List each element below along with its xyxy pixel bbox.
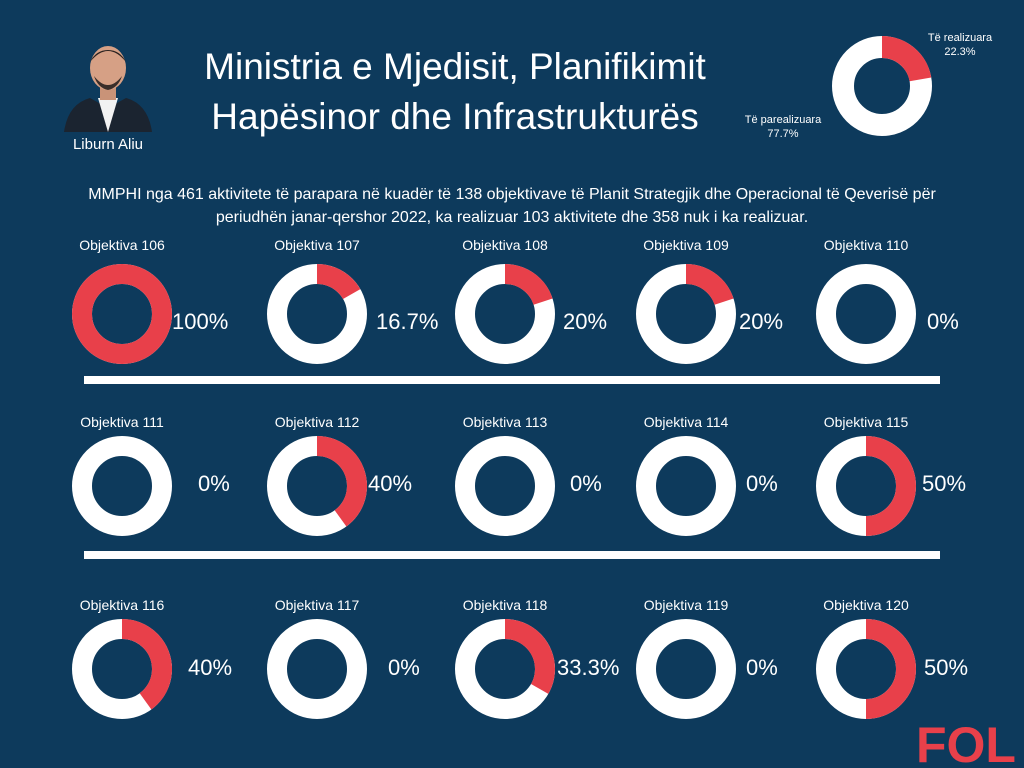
fol-logo-text: FOL	[916, 717, 1016, 768]
objective-donut-remaining-ring	[455, 436, 555, 536]
title-line-2: Hapësinor dhe Infrastrukturës	[211, 96, 699, 137]
summary-unrealized-name: Të parealizuara	[744, 114, 822, 126]
row-divider	[84, 551, 940, 559]
objective-donut-realized-segment	[865, 619, 916, 719]
summary-realized-label: Të realizuara 22.3%	[920, 31, 1000, 59]
objective-donut-realized-segment	[316, 436, 367, 527]
summary-unrealized-value: 77.7%	[767, 128, 799, 140]
objective-donut	[816, 619, 916, 719]
objective-percent: 0%	[388, 655, 420, 680]
objective-donut	[267, 264, 367, 364]
objective-title: Objektiva 115	[823, 414, 909, 430]
objective-donut-realized-segment	[316, 264, 361, 300]
objective-percent: 20%	[739, 309, 784, 334]
summary-realized-value: 22.3%	[944, 46, 976, 58]
summary-line-1: MMPHI nga 461 aktivitete të parapara në …	[88, 186, 936, 203]
fol-logo: FOL	[916, 717, 1016, 768]
objective-donut-realized-segment	[121, 619, 172, 710]
objective-donut	[816, 264, 916, 364]
objective-title: Objektiva 116	[79, 597, 165, 613]
objective-percent: 33.3%	[557, 655, 620, 680]
avatar	[60, 38, 156, 132]
objective-percent: 50%	[922, 471, 967, 496]
row-divider	[84, 376, 940, 384]
objective-title: Objektiva 108	[462, 237, 548, 253]
objective-donut	[455, 436, 555, 536]
objective-donut	[72, 264, 172, 364]
objective-percent: 0%	[927, 309, 959, 334]
objective-donut-remaining-ring	[816, 264, 916, 364]
objective-donut-realized-segment	[72, 264, 172, 364]
summary-realized-name: Të realizuara	[927, 32, 993, 44]
objective-title: Objektiva 117	[274, 597, 360, 613]
objective-title: Objektiva 106	[79, 237, 165, 253]
summary-donut-realized-segment	[881, 36, 932, 82]
objective-title: Objektiva 107	[274, 237, 360, 253]
objective-title: Objektiva 120	[823, 597, 909, 613]
objective-percent: 50%	[924, 655, 969, 680]
objective-title: Objektiva 113	[462, 414, 548, 430]
objective-donut	[636, 619, 736, 719]
summary-donut	[832, 36, 932, 136]
objective-title: Objektiva 118	[462, 597, 548, 613]
objective-donut-realized-segment	[865, 436, 916, 536]
objective-donut-remaining-ring	[72, 436, 172, 536]
person-name: Liburn Aliu	[72, 136, 144, 153]
objective-title: Objektiva 119	[643, 597, 729, 613]
objective-title: Objektiva 111	[80, 414, 164, 430]
summary-line-2: periudhën janar-qershor 2022, ka realizu…	[215, 209, 809, 226]
title-line-1: Ministria e Mjedisit, Planifikimit	[204, 46, 706, 87]
objective-donut-remaining-ring	[636, 619, 736, 719]
objective-percent: 16.7%	[376, 309, 439, 334]
objective-percent: 0%	[570, 471, 602, 496]
objective-percent: 40%	[188, 655, 233, 680]
objective-donut-remaining-ring	[636, 436, 736, 536]
objective-donut-realized-segment	[685, 264, 734, 306]
summary-text: MMPHI nga 461 aktivitete të parapara në …	[20, 183, 1004, 229]
objective-percent: 20%	[563, 309, 608, 334]
objective-donut-realized-segment	[504, 264, 553, 306]
objective-percent: 0%	[746, 471, 778, 496]
objective-title: Objektiva 114	[643, 414, 729, 430]
objective-percent: 0%	[746, 655, 778, 680]
objective-donut	[816, 436, 916, 536]
objective-donut	[455, 264, 555, 364]
objective-donut-remaining-ring	[267, 619, 367, 719]
objective-donut	[72, 436, 172, 536]
objective-donut	[72, 619, 172, 719]
page-title: Ministria e Mjedisit, Planifikimit Hapës…	[160, 42, 750, 142]
objective-title: Objektiva 110	[823, 237, 909, 253]
objective-donut	[636, 264, 736, 364]
objective-percent: 100%	[172, 309, 229, 334]
objective-donut	[267, 619, 367, 719]
objective-percent: 40%	[368, 471, 413, 496]
objective-title: Objektiva 112	[274, 414, 360, 430]
objective-donut	[636, 436, 736, 536]
objective-donut-realized-segment	[504, 619, 555, 694]
objective-donut	[455, 619, 555, 719]
summary-unrealized-label: Të parealizuara 77.7%	[733, 113, 833, 141]
objective-donut	[267, 436, 367, 536]
objective-title: Objektiva 109	[643, 237, 729, 253]
objective-percent: 0%	[198, 471, 230, 496]
